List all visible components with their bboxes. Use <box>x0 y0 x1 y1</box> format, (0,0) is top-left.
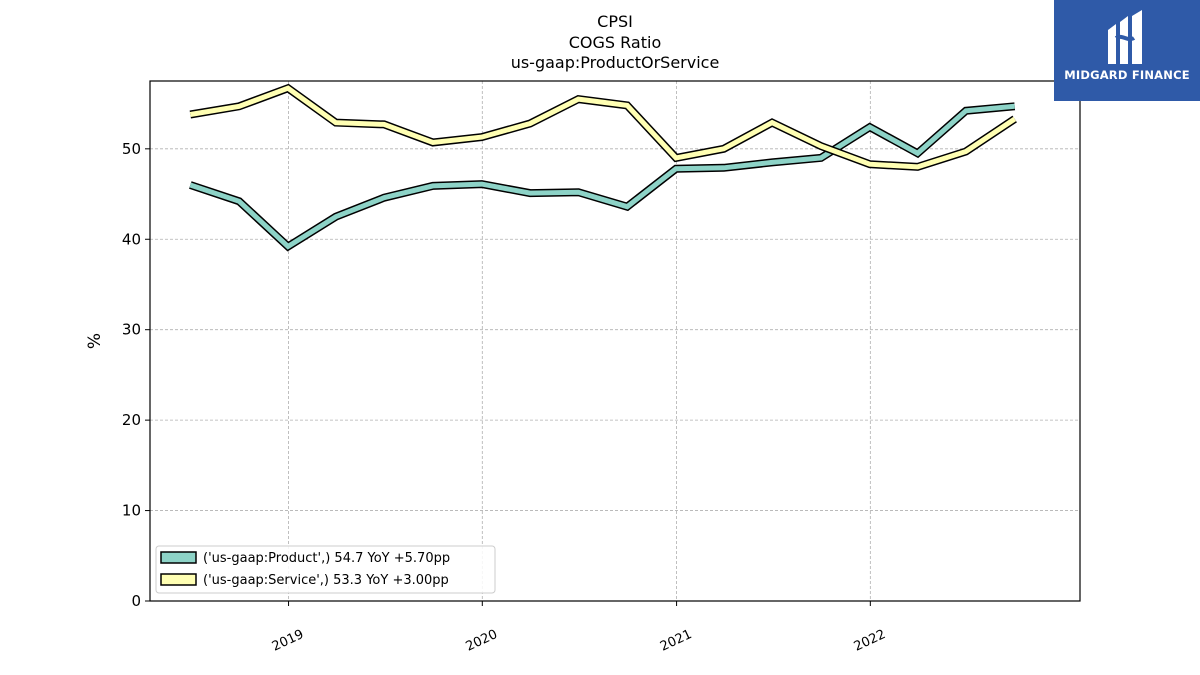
legend-box <box>155 545 496 594</box>
series-outline-0 <box>189 102 1016 252</box>
series-line-0 <box>189 103 1015 250</box>
y-axis-label: % <box>85 333 105 349</box>
chart-subtitle-tag: us-gaap:ProductOrService <box>511 53 720 72</box>
y-tick-label: 30 <box>122 321 141 339</box>
x-axis-ticks: 2019 2020 2021 2022 <box>270 601 888 655</box>
series-line-1 <box>189 85 1017 170</box>
legend-swatch-product <box>160 551 197 564</box>
y-tick-label: 20 <box>122 411 141 429</box>
x-tick-label: 2019 <box>270 627 306 655</box>
legend-label-service: ('us-gaap:Service',) 53.3 YoY +3.00pp <box>203 573 449 588</box>
x-tick-label: 2022 <box>852 627 888 655</box>
logo-text: MIDGARD FINANCE <box>1064 68 1190 82</box>
chart-title: CPSI <box>597 12 633 31</box>
y-axis-ticks: 0 10 20 30 40 50 <box>122 140 150 610</box>
y-tick-label: 50 <box>122 140 141 158</box>
x-tick-label: 2021 <box>658 627 694 655</box>
midgard-finance-logo: MIDGARD FINANCE <box>1054 0 1200 101</box>
legend: ('us-gaap:Product',) 54.7 YoY +5.70pp ('… <box>155 545 496 594</box>
y-tick-label: 40 <box>122 230 141 248</box>
y-tick-label: 0 <box>131 592 141 610</box>
y-tick-label: 10 <box>122 502 141 520</box>
logo-mark-icon <box>1108 10 1142 64</box>
plot-area-frame <box>149 80 1081 602</box>
legend-label-product: ('us-gaap:Product',) 54.7 YoY +5.70pp <box>203 551 450 566</box>
x-tick-label: 2020 <box>464 627 500 655</box>
legend-swatch-service <box>160 573 197 586</box>
chart-subtitle-metric: COGS Ratio <box>569 33 661 52</box>
series-lines <box>189 83 1017 252</box>
